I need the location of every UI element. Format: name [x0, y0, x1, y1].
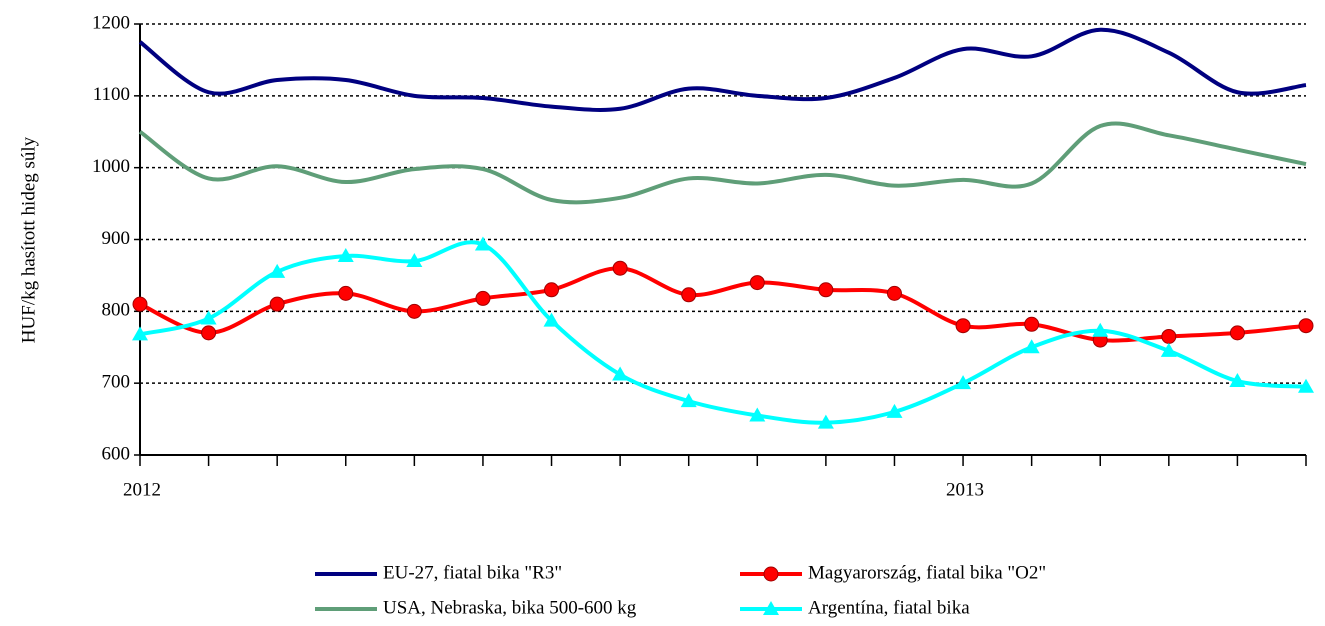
point — [763, 566, 779, 582]
point — [1161, 328, 1177, 344]
point — [406, 303, 422, 319]
legend-label: Argentína, fiatal bika — [808, 597, 970, 618]
point — [337, 248, 354, 263]
point — [269, 296, 285, 312]
point — [955, 318, 971, 334]
y-tick-label: 700 — [102, 372, 131, 393]
point — [612, 366, 629, 381]
x-tick-label: 2013 — [946, 479, 984, 500]
y-tick-label: 1000 — [92, 156, 130, 177]
point — [132, 326, 148, 341]
point — [1160, 342, 1177, 357]
point — [200, 310, 217, 325]
legend-label: USA, Nebraska, bika 500-600 kg — [383, 597, 637, 618]
legend-label: Magyarország, fiatal bika "O2" — [808, 562, 1046, 583]
point — [1092, 322, 1109, 337]
y-tick-label: 1200 — [92, 12, 130, 33]
point — [612, 260, 628, 276]
point — [1024, 316, 1040, 332]
series-line — [138, 121, 1307, 205]
point — [886, 285, 902, 301]
y-tick-label: 900 — [102, 228, 131, 249]
y-tick-label: 800 — [102, 300, 131, 321]
point — [543, 312, 560, 327]
point — [1229, 325, 1245, 341]
point — [749, 275, 765, 291]
point — [1229, 373, 1246, 388]
y-tick-label: 600 — [102, 443, 131, 464]
point — [886, 403, 903, 418]
point — [1023, 339, 1040, 354]
point — [201, 325, 217, 341]
point — [817, 414, 834, 429]
point — [474, 236, 491, 251]
point — [818, 282, 834, 298]
point — [269, 263, 286, 278]
point — [475, 290, 491, 306]
point — [406, 253, 423, 268]
point — [338, 285, 354, 301]
y-axis-label: HUF/kg hasított hideg súly — [18, 136, 39, 343]
point — [681, 287, 697, 303]
point — [1298, 318, 1314, 334]
y-tick-label: 1100 — [93, 84, 130, 105]
point — [749, 407, 766, 422]
point — [1298, 378, 1314, 393]
series-line — [139, 240, 1307, 425]
point — [132, 296, 148, 312]
point — [763, 601, 779, 615]
point — [680, 393, 697, 408]
series-line — [138, 27, 1307, 112]
series-line — [139, 266, 1307, 343]
point — [955, 375, 972, 390]
x-tick-label: 2012 — [123, 479, 161, 500]
point — [544, 282, 560, 298]
legend-label: EU-27, fiatal bika "R3" — [383, 562, 562, 583]
